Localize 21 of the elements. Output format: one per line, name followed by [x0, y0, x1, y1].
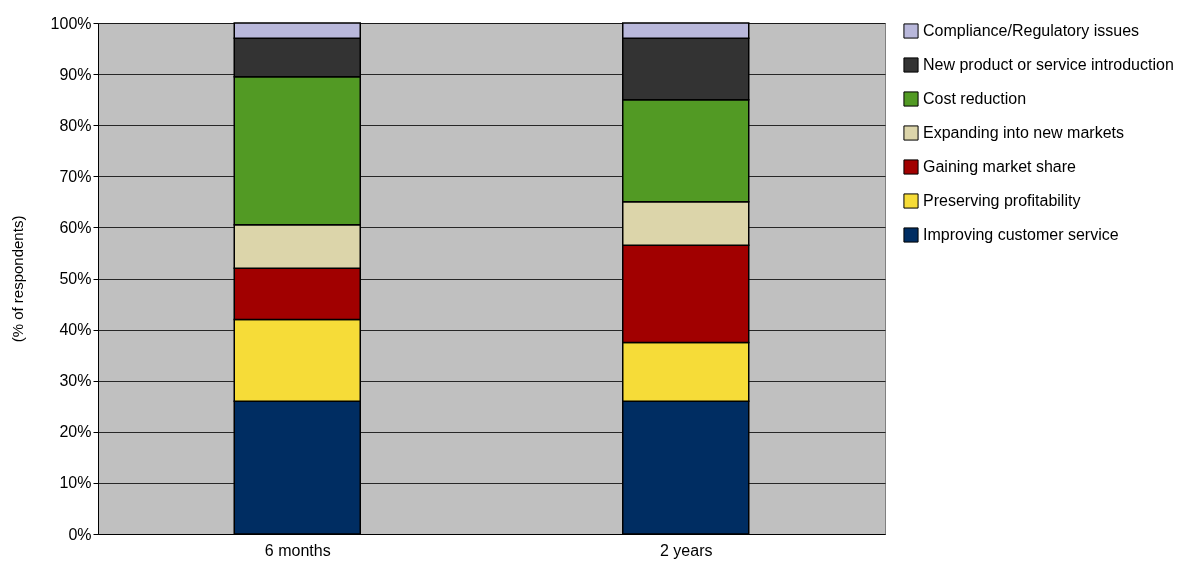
legend-label: Improving customer service — [923, 226, 1119, 243]
y-axis-title: (% of respondents) — [8, 215, 26, 343]
y-tick-label: 100% — [50, 14, 92, 32]
y-tick-label: 0% — [68, 525, 92, 543]
y-tick-label: 30% — [59, 372, 92, 390]
y-tick-label: 10% — [59, 474, 92, 492]
y-tick-label: 40% — [59, 321, 92, 339]
y-tick-label: 60% — [59, 218, 92, 236]
y-tick-label: 80% — [59, 116, 92, 134]
y-tick-label: 70% — [59, 167, 92, 185]
legend-label: Preserving profitability — [923, 192, 1081, 209]
legend-label: Compliance/Regulatory issues — [923, 22, 1140, 39]
y-tick-label: 20% — [59, 423, 92, 441]
y-tick-label: 90% — [59, 65, 92, 83]
x-tick-label: 6 months — [264, 541, 331, 559]
legend-label: New product or service introduction — [923, 56, 1174, 73]
legend-label: Expanding into new markets — [923, 124, 1124, 141]
x-tick-label: 2 years — [660, 541, 713, 559]
legend-label: Cost reduction — [923, 90, 1027, 107]
legend-label: Gaining market share — [923, 158, 1077, 175]
y-tick-label: 50% — [59, 270, 92, 287]
